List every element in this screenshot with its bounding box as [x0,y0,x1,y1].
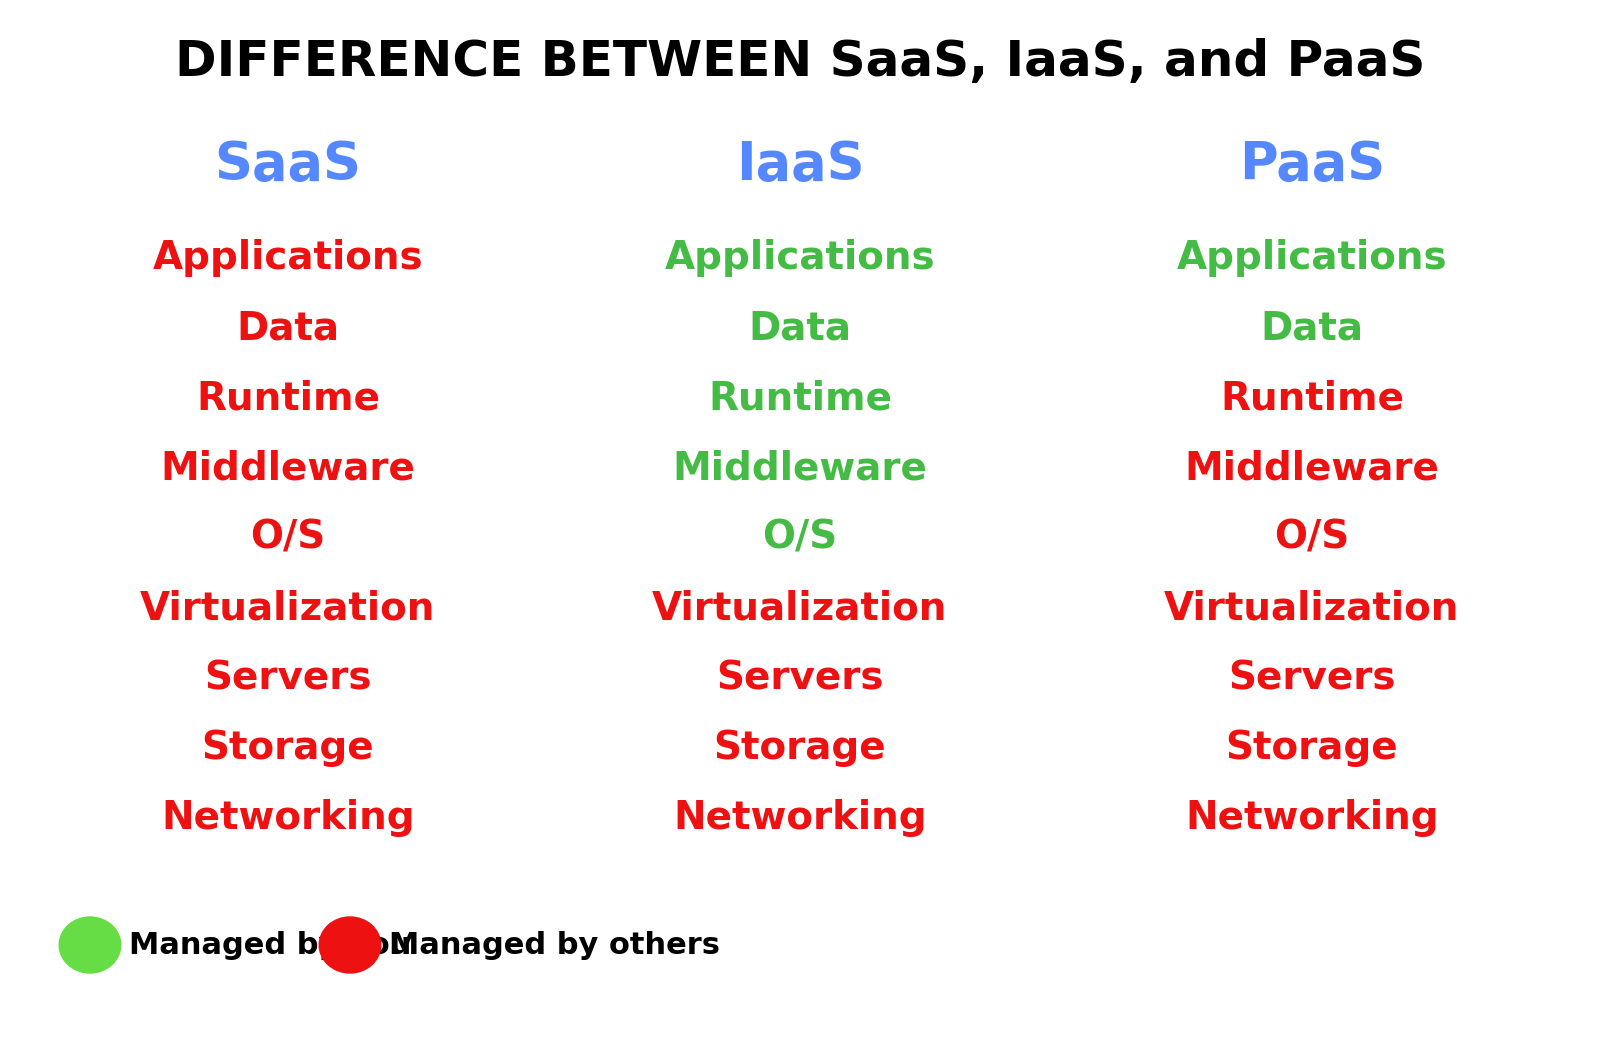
Text: Managed by others: Managed by others [389,930,720,959]
Text: Data: Data [749,309,851,347]
Text: Virtualization: Virtualization [1165,589,1459,627]
Text: Data: Data [237,309,339,347]
Text: O/S: O/S [1274,519,1350,557]
Text: Servers: Servers [205,659,371,697]
Text: IaaS: IaaS [736,139,864,191]
Text: Servers: Servers [717,659,883,697]
Ellipse shape [59,918,122,973]
Text: O/S: O/S [762,519,838,557]
Text: Middleware: Middleware [160,449,416,487]
Text: Storage: Storage [1226,729,1398,767]
Text: Runtime: Runtime [195,379,381,417]
Ellipse shape [320,918,381,973]
Text: Applications: Applications [152,239,424,277]
Text: Middleware: Middleware [672,449,928,487]
Text: Middleware: Middleware [1184,449,1440,487]
Text: Networking: Networking [674,799,926,837]
Text: Managed by you: Managed by you [130,930,411,959]
Text: Networking: Networking [162,799,414,837]
Text: Applications: Applications [1176,239,1448,277]
Text: Runtime: Runtime [1221,379,1405,417]
Text: Data: Data [1261,309,1363,347]
Text: DIFFERENCE BETWEEN SaaS, IaaS, and PaaS: DIFFERENCE BETWEEN SaaS, IaaS, and PaaS [174,38,1426,86]
Text: SaaS: SaaS [214,139,362,191]
Text: Servers: Servers [1229,659,1395,697]
Text: PaaS: PaaS [1238,139,1386,191]
Text: O/S: O/S [250,519,326,557]
Text: Networking: Networking [1186,799,1438,837]
Text: Virtualization: Virtualization [653,589,947,627]
Text: Virtualization: Virtualization [141,589,435,627]
Text: Storage: Storage [714,729,886,767]
Text: Runtime: Runtime [707,379,893,417]
Text: Applications: Applications [664,239,936,277]
Text: Storage: Storage [202,729,374,767]
